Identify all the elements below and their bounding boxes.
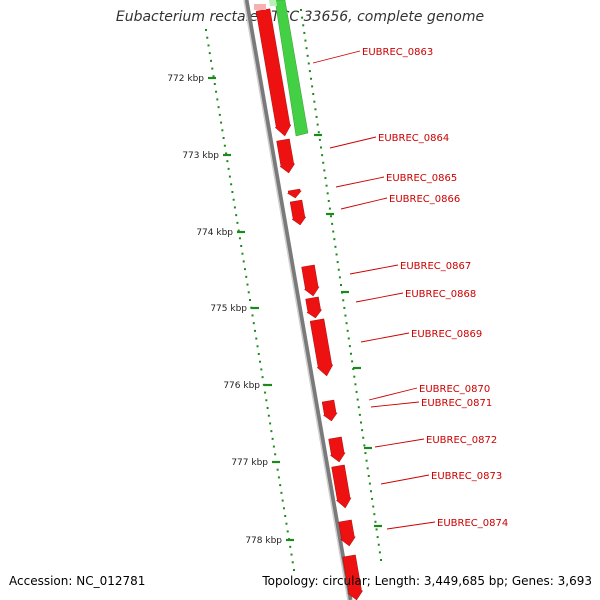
gene-arrow: [301, 264, 320, 297]
gene-arrow: [328, 436, 346, 463]
reverse-gene-shade: [269, 0, 277, 6]
scale-label: 774 kbp: [196, 228, 233, 238]
gene-label: EUBREC_0870: [419, 384, 490, 395]
reverse-gene-arrow: [274, 0, 309, 137]
gene-label: EUBREC_0873: [431, 471, 502, 482]
callout-line: [335, 176, 385, 188]
scale-label: 776 kbp: [223, 381, 260, 391]
gene-label: EUBREC_0865: [386, 173, 457, 184]
callout-line: [386, 521, 436, 530]
callout-line: [349, 264, 399, 275]
gene-arrow: [309, 318, 334, 377]
gene-arrow: [305, 296, 323, 319]
gene-arrow: [331, 464, 352, 509]
gene-arrow: [255, 8, 292, 137]
accession-text: Accession: NC_012781: [9, 574, 146, 588]
gene-label: EUBREC_0867: [400, 261, 471, 272]
gene-label: EUBREC_0864: [378, 133, 449, 144]
callout-line: [374, 438, 425, 448]
gene-label: EUBREC_0872: [426, 435, 497, 446]
gene-label: EUBREC_0869: [411, 329, 482, 340]
scale-label: 775 kbp: [210, 304, 247, 314]
gene-arrow: [321, 399, 338, 422]
gene-shade: [254, 4, 266, 10]
gene-arrow: [342, 554, 364, 600]
scale-label: 773 kbp: [182, 151, 219, 161]
gene-label: EUBREC_0866: [389, 194, 460, 205]
gene-arrow: [276, 138, 296, 174]
callout-line: [329, 136, 377, 149]
callout-line: [312, 50, 361, 64]
callout-line: [355, 292, 404, 303]
gene-arrow: [338, 519, 356, 547]
gene-label: EUBREC_0871: [421, 398, 492, 409]
gene-arrow: [289, 199, 307, 226]
scale-label: 772 kbp: [167, 74, 204, 84]
callout-line: [368, 387, 418, 401]
gene-label: EUBREC_0874: [437, 518, 508, 529]
scale-label: 778 kbp: [245, 536, 282, 546]
callout-line: [380, 474, 430, 485]
gene-arrow: [286, 188, 302, 199]
backbone-line: [243, 0, 353, 600]
genome-stats-text: Topology: circular; Length: 3,449,685 bp…: [262, 574, 592, 588]
gene-label: EUBREC_0863: [362, 47, 433, 58]
scale-label: 777 kbp: [231, 458, 268, 468]
gene-label: EUBREC_0868: [405, 289, 476, 300]
map-title: Eubacterium rectale ATCC 33656, complete…: [115, 9, 485, 25]
callout-line: [360, 332, 410, 343]
callout-line: [340, 197, 388, 210]
callout-line: [370, 401, 420, 408]
backbone-highlight: [243, 0, 349, 600]
